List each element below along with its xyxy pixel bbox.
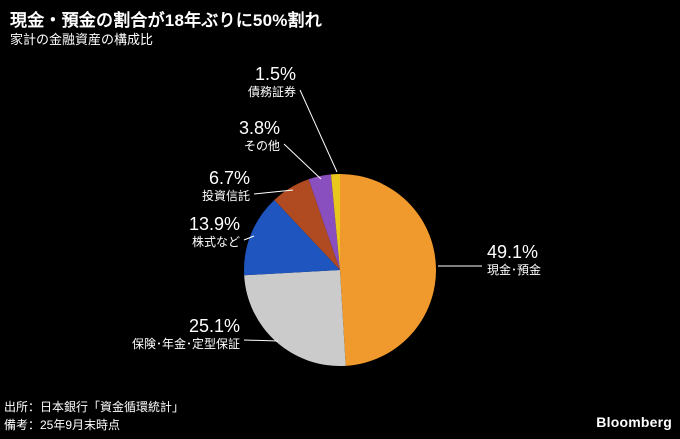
pie-slice-その他: [308, 174, 340, 270]
remark-note: 備考：25年9月末時点: [4, 418, 121, 432]
chart-title: 現金・預金の割合が18年ぶりに50%割れ: [10, 11, 322, 30]
leader-lines: [243, 89, 482, 342]
pct-others: 3.8%: [238, 118, 280, 138]
label-equities: 13.9% 株式など: [189, 214, 240, 250]
pie-slice-現金･預金: [340, 174, 437, 366]
pie-slice-債務証券: [330, 174, 340, 270]
label-investment-trusts: 6.7% 投資信託: [202, 168, 250, 204]
pie-slice-保険･年金･定型保証: [244, 270, 346, 367]
leader-line-insurance: [243, 339, 279, 342]
leader-line-others: [283, 143, 322, 180]
bloomberg-logo: Bloomberg: [596, 414, 672, 430]
cat-cash-deposits: 現金･預金: [487, 263, 542, 277]
source-note: 出所：日本銀行「資金循環統計」: [4, 400, 185, 414]
label-insurance: 25.1% 保険･年金･定型保証: [132, 316, 240, 352]
pie-slices: [243, 174, 437, 367]
leader-line-debt-securities: [299, 89, 338, 173]
cat-investment-trusts: 投資信託: [201, 189, 250, 203]
pie-slice-株式など: [243, 199, 340, 276]
pct-insurance: 25.1%: [188, 316, 240, 336]
chart-subtitle: 家計の金融資産の構成比: [10, 32, 154, 47]
cat-equities: 株式など: [191, 235, 240, 249]
label-others: 3.8% その他: [239, 118, 280, 154]
pct-equities: 13.9%: [188, 214, 240, 234]
label-debt-securities: 1.5% 債務証券: [248, 64, 296, 100]
cat-insurance: 保険･年金･定型保証: [131, 337, 240, 351]
label-cash-deposits: 49.1% 現金･預金: [487, 242, 541, 278]
pct-investment-trusts: 6.7%: [208, 168, 250, 188]
leader-line-investment-trusts: [253, 189, 294, 195]
pct-debt-securities: 1.5%: [254, 64, 296, 84]
cat-others: その他: [243, 139, 280, 153]
pct-cash-deposits: 49.1%: [487, 242, 539, 262]
pie-slice-投資信託: [274, 179, 340, 270]
cat-debt-securities: 債務証券: [247, 85, 296, 99]
leader-line-equities: [243, 235, 255, 241]
